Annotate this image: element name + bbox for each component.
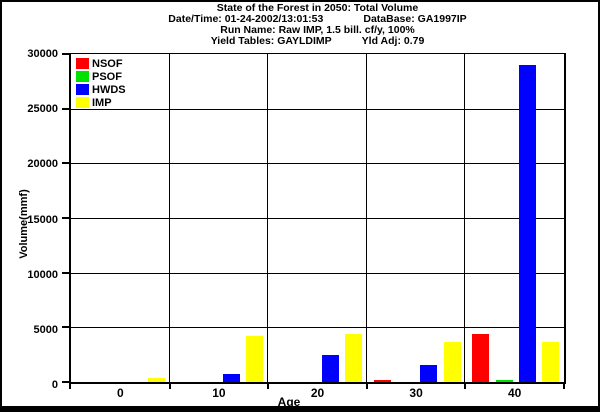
- gridline-x-1: [168, 54, 170, 382]
- datetime-text: Date/Time: 01-24-2002/13:01:53: [168, 13, 324, 25]
- bar-nsof-age-30: [373, 380, 391, 382]
- y-tick-25000: [62, 107, 70, 110]
- x-tick-1: [168, 383, 171, 389]
- legend-label-nsof: NSOF: [92, 57, 123, 70]
- x-axis-title: Age: [277, 395, 301, 409]
- y-tick-5000: [62, 326, 70, 329]
- bar-hwds-age-10: [223, 373, 240, 382]
- run-name-text: Run Name: Raw IMP, 1.5 bill. cf/y, 100%: [220, 24, 415, 36]
- gridline-x-2: [267, 54, 269, 382]
- y-tick-label-25000: 25000: [27, 103, 58, 116]
- bar-hwds-age-30: [420, 365, 438, 382]
- x-tick-2: [267, 383, 270, 389]
- chart-header: State of the Forest in 2050: Total Volum…: [69, 3, 566, 47]
- legend-swatch-imp: [76, 97, 89, 108]
- gridline-x-3: [365, 54, 367, 382]
- x-axis-labels: 0 10 20 30 40: [71, 387, 563, 400]
- y-tick-15000: [62, 217, 70, 219]
- y-tick-label-0: 0: [51, 379, 58, 391]
- legend-item-hwds: HWDS: [76, 83, 126, 96]
- bar-psof-age-40: [495, 380, 513, 382]
- legend-label-psof: PSOF: [92, 70, 122, 83]
- legend-item-nsof: NSOF: [76, 57, 126, 70]
- bar-imp-age-20: [344, 333, 362, 382]
- x-tick-label-0: 0: [116, 386, 124, 400]
- x-tick-0: [69, 383, 71, 389]
- yield-adj-text: Yld Adj: 0.79: [361, 35, 425, 47]
- plot-area: NSOF PSOF HWDS IMP: [62, 53, 566, 389]
- bar-imp-age-30: [443, 341, 461, 382]
- y-tick-label-5000: 5000: [33, 323, 58, 336]
- bar-nsof-age-40: [472, 334, 490, 382]
- gridline-y-25000: [71, 108, 564, 110]
- legend-swatch-hwds: [76, 84, 89, 95]
- y-tick-30000: [62, 53, 70, 55]
- x-tick-5: [563, 383, 565, 389]
- yield-tables-text: Yield Tables: GAYLDIMP: [210, 35, 332, 47]
- gridline-y-10000: [71, 272, 564, 274]
- legend-swatch-nsof: [76, 58, 89, 69]
- bar-hwds-age-40: [518, 64, 536, 382]
- y-tick-label-15000: 15000: [27, 213, 58, 226]
- bar-hwds-age-20: [321, 355, 339, 382]
- bar-imp-age-10: [246, 336, 264, 382]
- gridline-y-15000: [71, 218, 564, 219]
- legend-label-hwds: HWDS: [92, 83, 126, 96]
- database-text: DataBase: GA1997IP: [363, 13, 467, 25]
- x-tick-4: [464, 383, 467, 389]
- x-tick-3: [365, 383, 368, 389]
- legend-item-psof: PSOF: [76, 70, 126, 83]
- x-tick-label-30: 30: [409, 386, 423, 400]
- bar-imp-age-0: [147, 377, 165, 382]
- y-tick-label-30000: 30000: [27, 48, 58, 60]
- y-tick-label-10000: 10000: [27, 268, 58, 281]
- y-tick-label-20000: 20000: [27, 158, 58, 171]
- legend-item-imp: IMP: [76, 96, 126, 109]
- y-axis-labels: 0 5000 10000 15000 20000 25000 30000: [0, 49, 62, 391]
- x-tick-label-20: 20: [310, 386, 325, 400]
- gridline-x-4: [464, 54, 466, 382]
- y-tick-10000: [62, 271, 70, 274]
- gridline-y-20000: [71, 163, 564, 165]
- chart-subtitle-datetime: Date/Time: 01-24-2002/13:01:53 DataBase:…: [69, 14, 566, 25]
- x-tick-label-40: 40: [508, 386, 522, 400]
- legend-swatch-psof: [76, 71, 89, 82]
- chart-title: State of the Forest in 2050: Total Volum…: [216, 2, 419, 14]
- y-tick-0: [62, 381, 70, 383]
- legend: NSOF PSOF HWDS IMP: [76, 57, 126, 109]
- gridline-y-5000: [71, 327, 564, 329]
- legend-label-imp: IMP: [92, 96, 112, 109]
- y-tick-20000: [62, 162, 70, 165]
- bar-imp-age-40: [542, 342, 560, 382]
- chart-subtitle-yield: Yield Tables: GAYLDIMP Yld Adj: 0.79: [69, 36, 566, 47]
- x-tick-label-10: 10: [212, 386, 226, 400]
